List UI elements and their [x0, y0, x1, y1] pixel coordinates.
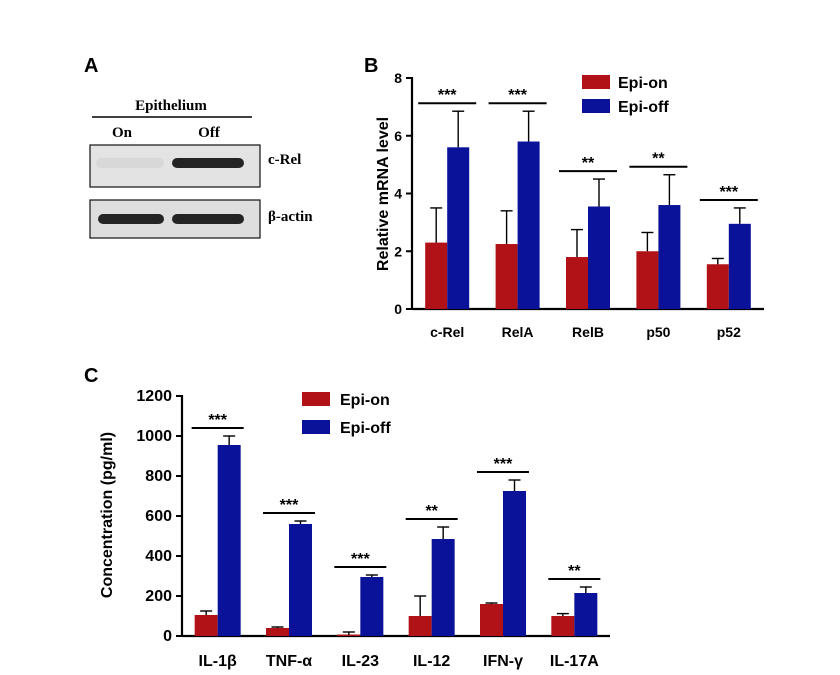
blot-header: Epithelium	[135, 98, 207, 114]
chart-c-bar-epi-on	[408, 616, 432, 636]
chart-b-legend: Epi-on Epi-off	[582, 75, 669, 116]
legend-c-epi-on-label: Epi-on	[340, 392, 390, 409]
chart-c-significance-label: ***	[494, 456, 513, 473]
legend-b-epi-off-label: Epi-off	[618, 99, 669, 116]
panel-b-letter: B	[364, 55, 378, 77]
chart-c-ytick-label: 200	[145, 588, 172, 605]
chart-c-category-label: IL-17A	[550, 653, 599, 670]
chart-b-significance-label: **	[652, 151, 665, 168]
chart-b-bar-epi-on	[495, 244, 518, 309]
chart-c-bar-epi-on	[266, 628, 289, 636]
chart-b-bar-epi-off	[447, 147, 470, 309]
chart-b-bar-epi-on	[636, 251, 659, 309]
chart-c-significance-label: ***	[208, 412, 227, 429]
chart-c-category-label: IL-23	[342, 653, 379, 670]
blot-band-actin-off	[172, 214, 244, 224]
chart-c-significance-label: ***	[351, 551, 370, 568]
chart-c-category-label: IFN-γ	[483, 653, 523, 670]
blot-label-actin: β-actin	[268, 209, 313, 225]
chart-b-ylabel: Relative mRNA level	[375, 117, 392, 271]
chart-c-bar-epi-on	[194, 615, 218, 636]
blot-lane-off: Off	[198, 125, 221, 141]
chart-c-significance-label: ***	[280, 497, 299, 514]
chart-c-bar-epi-off	[574, 593, 598, 636]
legend-b-epi-off-swatch	[582, 99, 610, 113]
chart-b-bar-epi-off	[517, 141, 540, 309]
blot-lane-on: On	[112, 125, 133, 141]
chart-b-ytick-label: 2	[394, 243, 402, 259]
blot-band-actin-on	[98, 214, 164, 224]
blot-band-crel-on	[96, 158, 164, 168]
chart-c-significance-label: **	[425, 503, 438, 520]
chart-c-ytick-label: 1200	[136, 388, 172, 405]
chart-b-significance-label: ***	[508, 87, 527, 104]
chart-b-ytick-label: 4	[394, 186, 402, 202]
chart-b-bar-epi-off	[728, 223, 751, 309]
chart-c-bar-epi-off	[431, 539, 455, 636]
chart-c-bar-epi-off	[360, 577, 384, 636]
chart-b-bar-epi-off	[588, 206, 610, 309]
chart-b-category-label: RelB	[572, 324, 604, 340]
panel-c-letter: C	[84, 365, 98, 387]
legend-c-epi-on-swatch	[302, 392, 330, 406]
chart-b-ytick-label: 6	[394, 128, 402, 144]
chart-c-bar-epi-on	[337, 634, 361, 636]
chart-c-category-label: TNF-α	[266, 653, 312, 670]
western-blot: Epithelium On Off c-Rel β-actin	[89, 98, 313, 239]
chart-c-ytick-label: 400	[145, 548, 172, 565]
chart-b-ytick-label: 8	[394, 70, 402, 86]
panel-a-letter: A	[84, 55, 98, 77]
legend-b-epi-on-swatch	[582, 75, 610, 89]
blot-label-crel: c-Rel	[268, 152, 301, 168]
chart-b-category-label: p50	[646, 324, 670, 340]
chart-b-bar-epi-off	[658, 205, 681, 309]
chart-c-ytick-label: 600	[145, 508, 172, 525]
chart-b-significance-label: **	[582, 155, 595, 172]
chart-c-ytick-label: 0	[163, 628, 172, 645]
chart-c-ytick-label: 1000	[136, 428, 172, 445]
legend-c-epi-off-swatch	[302, 420, 330, 434]
chart-b-significance-label: ***	[438, 87, 457, 104]
chart-c-significance-label: **	[568, 563, 581, 580]
chart-b-ytick-label: 0	[394, 301, 402, 317]
chart-c-bar-epi-on	[551, 616, 575, 636]
chart-c-bar-epi-on	[480, 604, 503, 636]
chart-b-category-label: RelA	[502, 324, 534, 340]
chart-c-category-label: IL-1β	[199, 653, 237, 670]
legend-b-epi-on-label: Epi-on	[618, 75, 668, 92]
chart-b-category-label: c-Rel	[430, 324, 464, 340]
chart-c-bar-epi-off	[503, 491, 526, 636]
chart-b-category-label: p52	[717, 324, 741, 340]
chart-c-ylabel: Concentration (pg/ml)	[99, 432, 116, 598]
chart-c: Concentration (pg/ml) Epi-on Epi-off 0 20…	[99, 388, 610, 670]
chart-c-legend: Epi-on Epi-off	[302, 392, 391, 437]
chart-b-bar-epi-on	[425, 242, 448, 309]
chart-b-significance-label: ***	[719, 184, 738, 201]
chart-b-bar-epi-on	[566, 257, 588, 309]
chart-b-bar-epi-on	[706, 264, 729, 309]
chart-c-ytick-label: 800	[145, 468, 172, 485]
chart-c-category-label: IL-12	[413, 653, 450, 670]
chart-c-bar-epi-off	[217, 445, 241, 636]
chart-c-bar-epi-off	[289, 524, 312, 636]
blot-band-crel-off	[172, 158, 244, 168]
chart-b: Relative mRNA level Epi-on Epi-off 0 2 4 6 8…	[375, 70, 764, 340]
legend-c-epi-off-label: Epi-off	[340, 420, 391, 437]
